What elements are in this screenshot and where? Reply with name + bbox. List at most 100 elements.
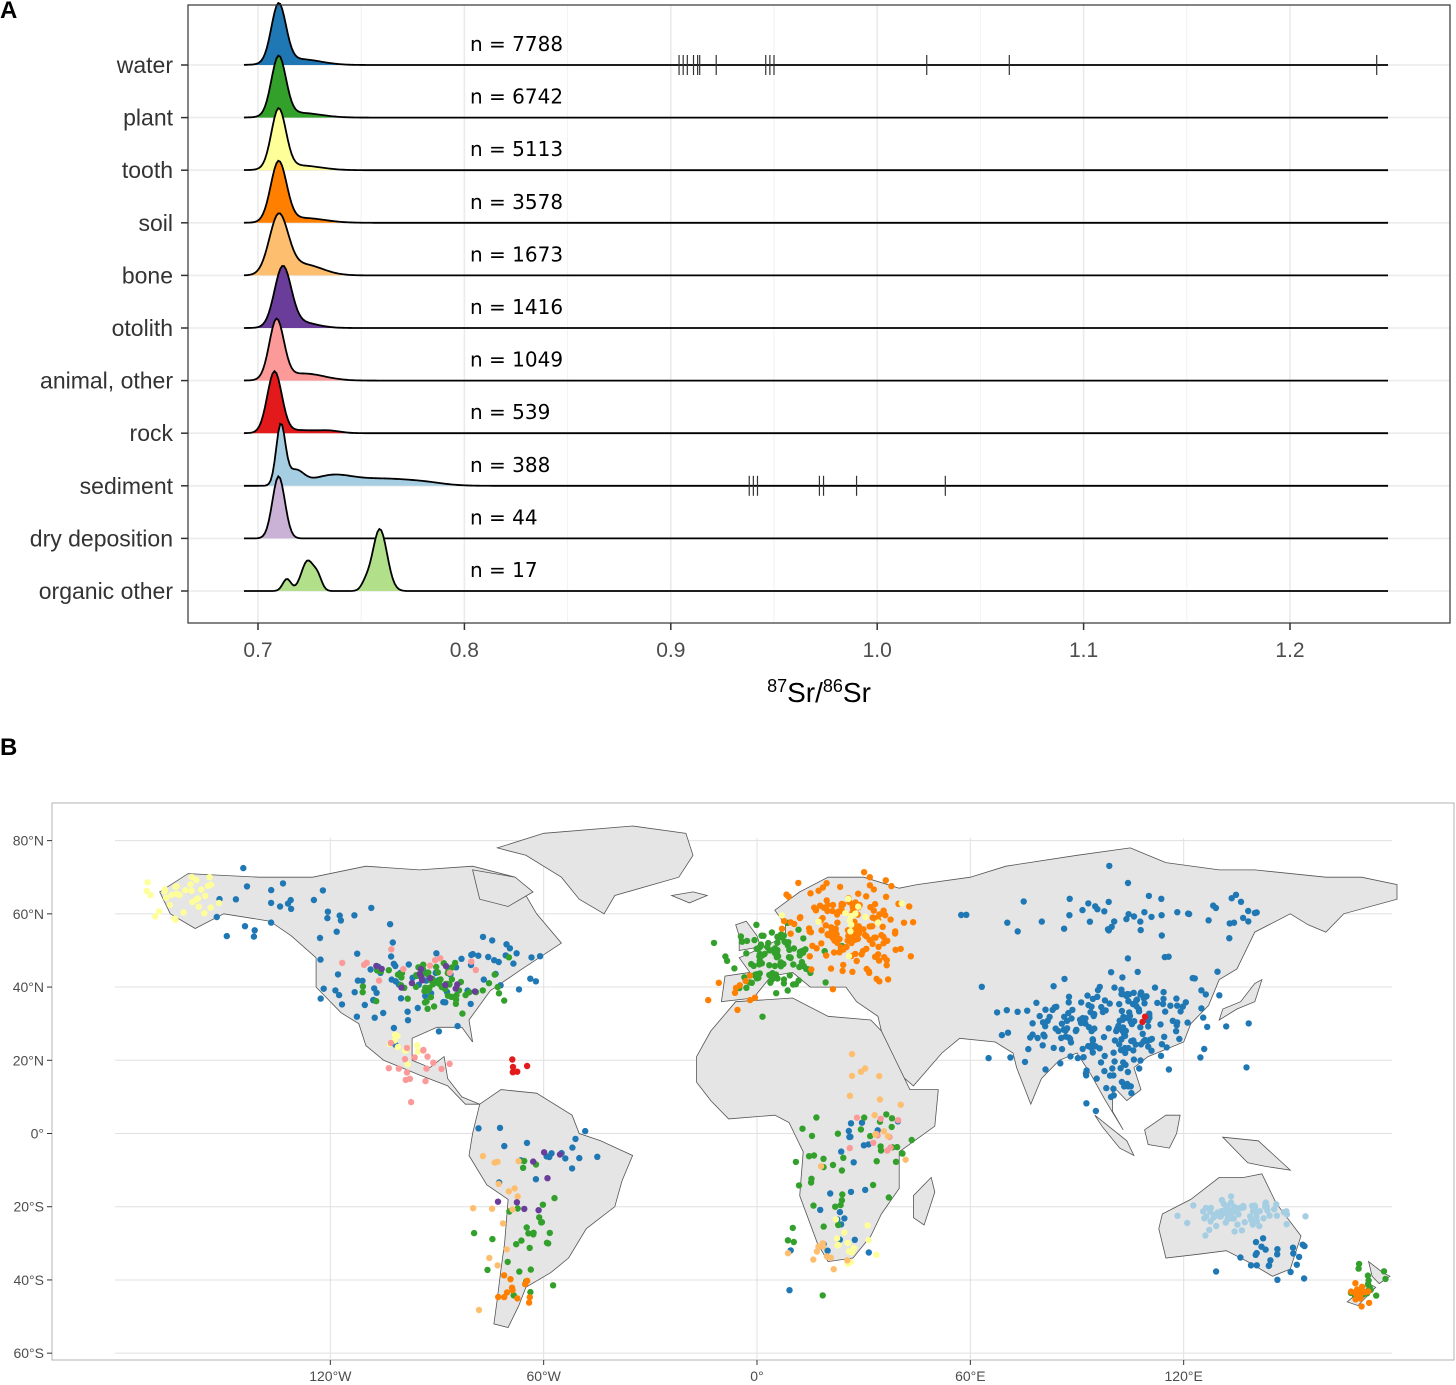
sample-point bbox=[778, 912, 786, 919]
sample-point bbox=[388, 946, 395, 953]
sample-point bbox=[1355, 1265, 1362, 1272]
sample-point bbox=[819, 1292, 826, 1299]
sample-point bbox=[206, 874, 213, 881]
sample-point bbox=[480, 976, 487, 983]
sample-point bbox=[485, 980, 493, 987]
sample-point bbox=[1004, 919, 1011, 926]
sample-point bbox=[1141, 1000, 1148, 1007]
sample-point bbox=[486, 1254, 493, 1262]
panel-b-y-ticks: 80°N 60°N 40°N 20°N 0° 20°S 40°S 60°S bbox=[13, 833, 52, 1361]
sample-point bbox=[1110, 1049, 1117, 1056]
sample-point bbox=[819, 1243, 827, 1250]
sample-point bbox=[1145, 1023, 1152, 1030]
sample-point bbox=[448, 993, 455, 1000]
sample-point bbox=[494, 1198, 502, 1205]
sample-point bbox=[840, 1154, 847, 1162]
sample-point bbox=[876, 1096, 884, 1103]
ridge-line-plant bbox=[243, 54, 1389, 119]
category-label: organic other bbox=[39, 578, 174, 604]
sample-point bbox=[792, 1158, 800, 1166]
category-label: dry deposition bbox=[30, 525, 173, 551]
sample-point bbox=[426, 962, 434, 969]
sample-point bbox=[515, 986, 523, 993]
sample-point bbox=[1260, 1215, 1267, 1222]
sample-point bbox=[866, 874, 873, 881]
sample-point bbox=[893, 1143, 901, 1151]
sample-point bbox=[963, 911, 970, 918]
sample-point bbox=[829, 933, 836, 941]
sample-point bbox=[738, 938, 746, 945]
sample-point bbox=[1159, 1000, 1167, 1008]
sample-point bbox=[1020, 898, 1027, 905]
sample-point bbox=[523, 1062, 531, 1070]
sample-point bbox=[1237, 1254, 1244, 1261]
panel-a-ridges bbox=[243, 1, 1389, 592]
sample-point bbox=[784, 1250, 792, 1257]
sample-point bbox=[484, 1266, 491, 1274]
sample-point bbox=[860, 869, 868, 876]
sample-point bbox=[485, 953, 492, 961]
sample-point bbox=[1120, 1013, 1127, 1021]
sample-point bbox=[243, 883, 251, 890]
sample-point bbox=[454, 981, 461, 988]
sample-point bbox=[287, 905, 295, 913]
sample-point bbox=[908, 1136, 915, 1144]
sample-point bbox=[446, 969, 453, 976]
category-label: plant bbox=[123, 105, 173, 131]
sample-point bbox=[823, 880, 830, 887]
sample-point bbox=[448, 964, 456, 971]
sample-point bbox=[1143, 993, 1150, 1000]
sample-point bbox=[806, 953, 813, 960]
sample-point bbox=[1201, 1045, 1208, 1053]
sample-point bbox=[1055, 1027, 1062, 1035]
sample-point bbox=[1207, 1208, 1214, 1215]
sample-point bbox=[847, 1188, 855, 1196]
landmass-africa bbox=[696, 997, 939, 1263]
sample-point bbox=[899, 1150, 906, 1157]
sample-point bbox=[1207, 1218, 1214, 1225]
sample-point bbox=[1230, 919, 1238, 926]
sample-point bbox=[751, 994, 759, 1001]
sample-point bbox=[844, 1257, 851, 1264]
sample-point bbox=[1189, 974, 1196, 982]
sample-point bbox=[510, 960, 517, 967]
x-label-sup-87: 87 bbox=[767, 676, 787, 696]
category-label: animal, other bbox=[40, 368, 173, 394]
sample-point bbox=[1057, 1060, 1064, 1067]
sample-point bbox=[188, 873, 196, 881]
n-label: n = 7788 bbox=[470, 32, 563, 56]
sample-point bbox=[1185, 910, 1193, 918]
panel-a-n-labels: n = 7788 n = 6742 n = 5113 n = 3578 n = 1673… bbox=[470, 32, 563, 582]
sample-point bbox=[267, 919, 275, 926]
sample-point bbox=[1160, 988, 1167, 996]
sample-point bbox=[1204, 1023, 1211, 1031]
sample-point bbox=[1154, 999, 1161, 1007]
sample-point bbox=[705, 996, 712, 1004]
sample-point bbox=[909, 919, 917, 926]
sample-point bbox=[897, 1101, 904, 1108]
sample-point bbox=[427, 993, 435, 1001]
sample-point bbox=[839, 967, 846, 975]
sample-point bbox=[1088, 1027, 1095, 1035]
sample-point bbox=[1202, 991, 1210, 998]
sample-point bbox=[147, 891, 154, 899]
sample-point bbox=[549, 1282, 557, 1289]
sample-point bbox=[251, 927, 258, 934]
sample-point bbox=[354, 977, 362, 984]
sample-point bbox=[496, 1124, 504, 1132]
sample-point bbox=[525, 1299, 533, 1306]
landmass-japan bbox=[1218, 978, 1263, 1021]
sample-point bbox=[412, 983, 420, 990]
sample-point bbox=[852, 910, 859, 917]
sample-point bbox=[500, 1272, 508, 1279]
sample-point bbox=[887, 1144, 894, 1151]
sample-point bbox=[514, 1205, 521, 1212]
sample-point bbox=[789, 1224, 796, 1232]
sample-point bbox=[884, 976, 892, 983]
sample-point bbox=[423, 998, 430, 1005]
sample-point bbox=[884, 1133, 892, 1140]
sample-point bbox=[817, 1206, 824, 1214]
sample-point bbox=[161, 888, 168, 895]
sample-point bbox=[494, 1158, 501, 1166]
sample-point bbox=[479, 1152, 487, 1160]
